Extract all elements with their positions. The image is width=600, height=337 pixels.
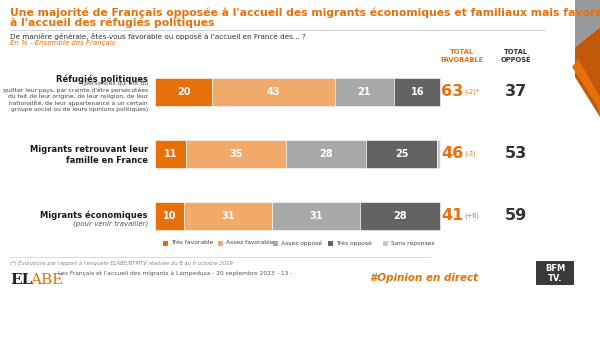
Text: à l'accueil des réfugiés politiques: à l'accueil des réfugiés politiques bbox=[10, 18, 215, 29]
Text: BFM: BFM bbox=[545, 264, 565, 273]
Text: En % - Ensemble des Français: En % - Ensemble des Français bbox=[10, 40, 115, 46]
Text: 63: 63 bbox=[441, 85, 463, 99]
Text: (*) Évolutions par rapport à l'enquête ELABE/BFMTV réalisée du 8 au 9 octobre 20: (*) Évolutions par rapport à l'enquête E… bbox=[10, 260, 233, 266]
Text: 16: 16 bbox=[410, 87, 424, 97]
Text: 21: 21 bbox=[358, 87, 371, 97]
Text: - 13 -: - 13 - bbox=[277, 271, 293, 276]
Text: 43: 43 bbox=[266, 87, 280, 97]
Bar bbox=[155, 140, 187, 168]
Polygon shape bbox=[572, 59, 600, 117]
Text: Sans réponses: Sans réponses bbox=[391, 240, 434, 246]
Bar bbox=[366, 140, 437, 168]
Text: Une majorité de Français opposée à l'accueil des migrants économiques et familia: Une majorité de Français opposée à l'acc… bbox=[10, 8, 600, 19]
Bar bbox=[437, 140, 440, 168]
Text: 37: 37 bbox=[505, 85, 527, 99]
Bar bbox=[335, 78, 394, 106]
Bar bbox=[273, 241, 278, 245]
Text: 11: 11 bbox=[164, 149, 178, 159]
Bar bbox=[272, 202, 360, 230]
Text: Très opposé: Très opposé bbox=[336, 240, 372, 246]
Text: 28: 28 bbox=[393, 211, 407, 221]
Text: Réfugiés politiques: Réfugiés politiques bbox=[56, 74, 148, 84]
Text: 35: 35 bbox=[229, 149, 243, 159]
Bar bbox=[163, 241, 168, 245]
Text: 10: 10 bbox=[163, 211, 176, 221]
Text: 46: 46 bbox=[441, 147, 463, 161]
Bar bbox=[328, 241, 333, 245]
Text: 59: 59 bbox=[505, 209, 527, 223]
Bar bbox=[155, 78, 212, 106]
Bar bbox=[184, 202, 272, 230]
Polygon shape bbox=[575, 27, 600, 117]
Text: Migrants retrouvant leur
famille en France: Migrants retrouvant leur famille en Fran… bbox=[30, 145, 148, 165]
Text: Les Français et l'accueil des migrants à Lampedusa - 20 septembre 2023: Les Français et l'accueil des migrants à… bbox=[58, 271, 275, 276]
Bar bbox=[187, 140, 286, 168]
Text: 53: 53 bbox=[505, 147, 527, 161]
Text: 20: 20 bbox=[177, 87, 190, 97]
Text: Assez opposé: Assez opposé bbox=[281, 240, 322, 246]
Text: TV.: TV. bbox=[548, 274, 562, 283]
Text: TOTAL
OPPOSÉ: TOTAL OPPOSÉ bbox=[501, 49, 531, 63]
Text: De manière générale, êtes-vous favorable ou opposé à l'accueil en France des... : De manière générale, êtes-vous favorable… bbox=[10, 33, 306, 40]
Bar bbox=[394, 78, 440, 106]
Bar bbox=[218, 241, 223, 245]
Text: 31: 31 bbox=[309, 211, 323, 221]
Text: 28: 28 bbox=[319, 149, 333, 159]
Text: #Opinion en direct: #Opinion en direct bbox=[370, 273, 478, 283]
Bar bbox=[212, 78, 335, 106]
Text: (pour venir travailler): (pour venir travailler) bbox=[73, 220, 148, 226]
Bar bbox=[360, 202, 440, 230]
Text: TOTAL
FAVORABLE: TOTAL FAVORABLE bbox=[440, 49, 484, 62]
Bar bbox=[155, 202, 184, 230]
Text: 31: 31 bbox=[221, 211, 235, 221]
Bar bbox=[383, 241, 388, 245]
Polygon shape bbox=[575, 0, 600, 47]
Text: 25: 25 bbox=[395, 149, 408, 159]
Text: Assez favorable: Assez favorable bbox=[226, 241, 274, 245]
Text: Migrants économiques: Migrants économiques bbox=[41, 211, 148, 220]
Text: (-3): (-3) bbox=[464, 151, 476, 157]
Text: (+6): (+6) bbox=[464, 213, 479, 219]
Text: Très favorable: Très favorable bbox=[171, 241, 213, 245]
Text: 41: 41 bbox=[441, 209, 463, 223]
Text: (personnes qui ont dû
quitter leur pays, par crainte d'être persécutées
du fait : (personnes qui ont dû quitter leur pays,… bbox=[3, 81, 148, 112]
Bar bbox=[536, 261, 574, 285]
Text: ABE: ABE bbox=[30, 273, 63, 287]
Text: EL: EL bbox=[10, 273, 32, 287]
Bar bbox=[286, 140, 366, 168]
Text: (-2)*: (-2)* bbox=[464, 89, 479, 95]
